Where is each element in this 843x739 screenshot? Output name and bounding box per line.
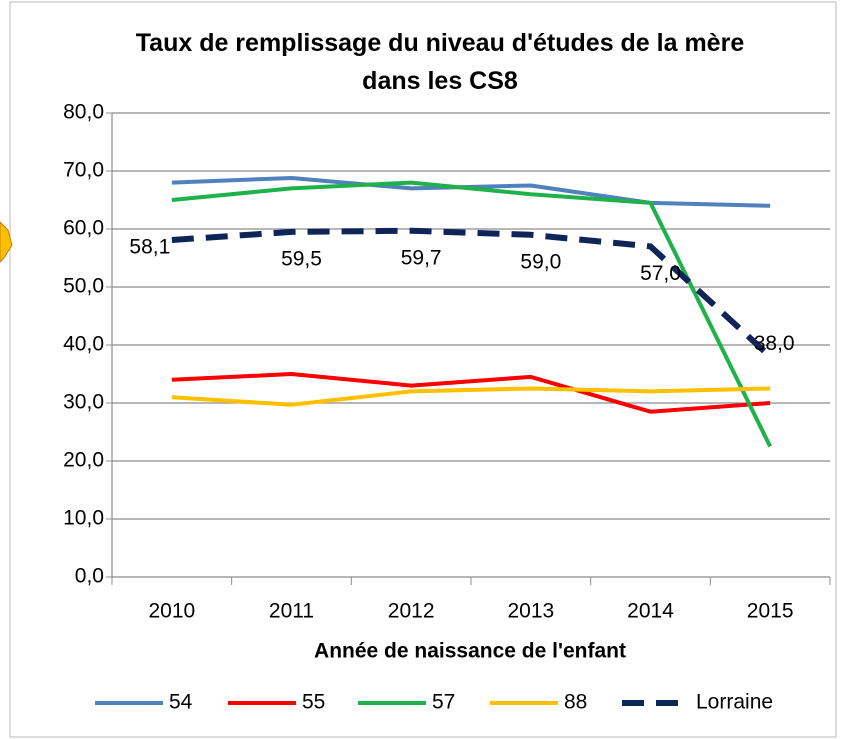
x-tick-label: 2012 — [388, 600, 435, 623]
x-axis-title: Année de naissance de l'enfant — [314, 640, 626, 663]
x-tick-label: 2011 — [269, 600, 314, 623]
data-label: 38,0 — [754, 332, 795, 355]
series-line — [171, 180, 772, 448]
decoration — [0, 221, 13, 263]
legend-label: 88 — [564, 691, 587, 714]
series-line — [171, 386, 771, 407]
data-label: 57,0 — [640, 262, 681, 285]
y-tick-label: 60,0 — [63, 217, 104, 240]
x-tick-label: 2015 — [747, 600, 794, 623]
legend-label: 54 — [169, 691, 193, 714]
data-label: 58,1 — [129, 236, 170, 259]
y-tick-label: 50,0 — [63, 275, 104, 298]
series-line — [171, 372, 771, 414]
legend-label: 55 — [302, 691, 325, 714]
chart-title: Taux de remplissage du niveau d'études d… — [135, 29, 745, 95]
y-tick-label: 70,0 — [63, 159, 104, 182]
y-tick-label: 20,0 — [63, 449, 104, 472]
legend-label: Lorraine — [696, 691, 773, 714]
x-tick-label: 2014 — [627, 600, 674, 623]
chart-frame — [9, 1, 837, 738]
y-tick-label: 10,0 — [63, 507, 104, 530]
data-label: 59,5 — [281, 247, 322, 270]
data-label: 59,7 — [401, 246, 442, 269]
y-tick-label: 0,0 — [75, 565, 104, 588]
y-tick-label: 30,0 — [63, 391, 104, 414]
x-tick-label: 2010 — [148, 600, 195, 623]
data-label: 59,0 — [520, 250, 561, 273]
x-tick-label: 2013 — [507, 600, 554, 623]
y-tick-label: 40,0 — [63, 333, 104, 356]
y-tick-label: 80,0 — [63, 101, 104, 124]
legend-label: 57 — [432, 691, 455, 714]
